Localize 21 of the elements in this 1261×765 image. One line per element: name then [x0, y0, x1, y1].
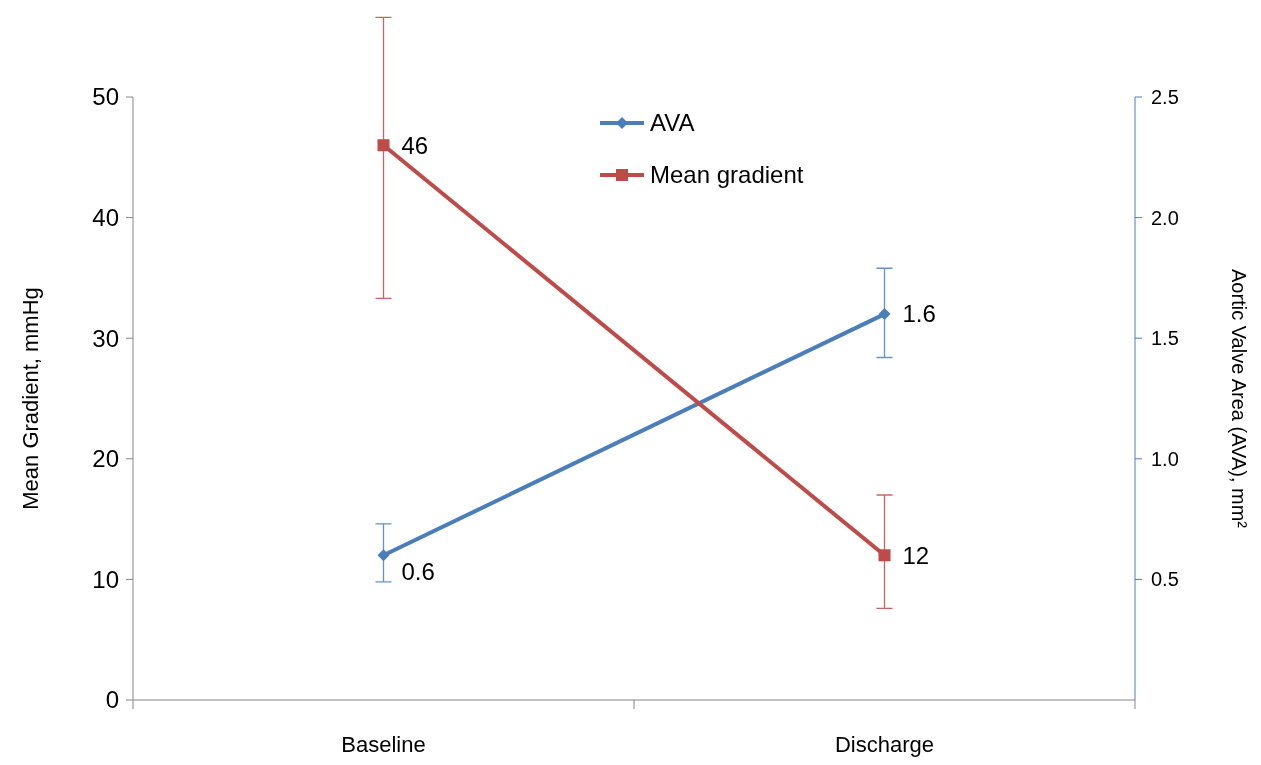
- y-tick-label: 10: [92, 565, 119, 593]
- x-tick-label: Discharge: [834, 732, 935, 757]
- legend-label: Mean gradient: [650, 161, 804, 189]
- y2-tick-label: 2.0: [1151, 206, 1179, 229]
- data-label: 1.6: [902, 300, 936, 328]
- y-tick-label: 50: [92, 83, 119, 111]
- data-label: 0.6: [401, 557, 435, 585]
- y2-tick-label: 0.5: [1151, 568, 1179, 591]
- x-tick-label: Baseline: [341, 732, 426, 757]
- data-label: 46: [401, 131, 429, 159]
- y-tick-label: 20: [92, 445, 119, 473]
- y-tick-label: 30: [92, 324, 119, 352]
- y-axis-title: Mean Gradient, mmHg: [18, 287, 43, 510]
- legend-label: AVA: [650, 109, 695, 137]
- y2-tick-label: 1.0: [1151, 447, 1179, 470]
- data-label: 12: [902, 541, 930, 569]
- y-tick-label: 0: [105, 686, 119, 714]
- y2-axis-title: Aortic Valve Area (AVA), mm²: [1228, 269, 1250, 529]
- y2-tick-label: 2.5: [1151, 86, 1179, 108]
- y2-tick-label: 1.5: [1151, 327, 1179, 350]
- y-tick-label: 40: [92, 204, 119, 231]
